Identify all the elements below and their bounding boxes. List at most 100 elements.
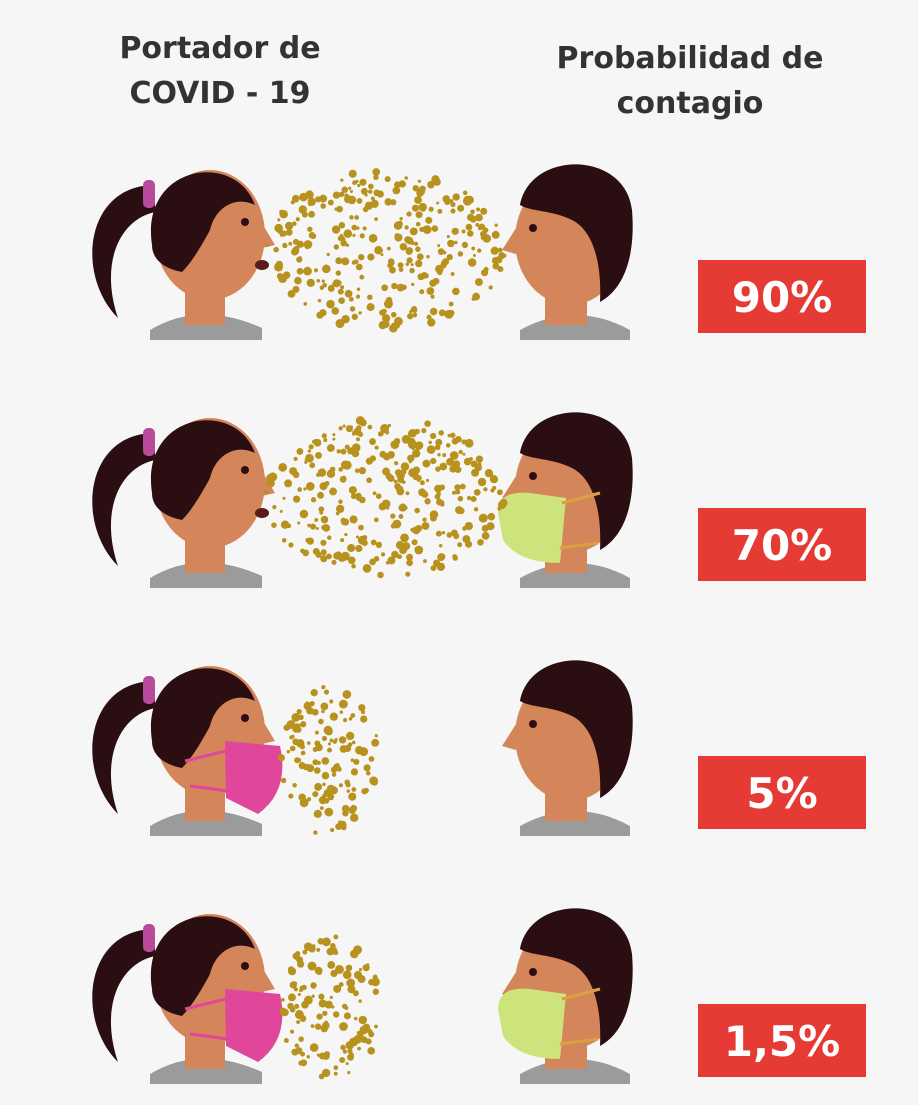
droplet	[390, 513, 396, 519]
droplet	[310, 689, 318, 697]
ponytail	[92, 433, 155, 566]
droplet	[427, 446, 432, 451]
droplet	[406, 553, 413, 561]
droplet	[492, 262, 500, 270]
droplet	[372, 491, 377, 496]
droplet	[431, 225, 439, 232]
droplet	[296, 267, 304, 275]
droplet	[428, 206, 434, 212]
droplet	[414, 545, 424, 555]
droplet	[437, 269, 443, 276]
droplet	[318, 1052, 326, 1060]
droplet	[499, 498, 508, 507]
droplet	[306, 278, 315, 287]
droplet	[281, 997, 285, 1002]
droplet	[327, 535, 332, 540]
droplet	[483, 266, 489, 272]
mask	[498, 988, 566, 1059]
droplet	[340, 551, 350, 561]
droplet	[450, 271, 455, 276]
droplet	[338, 297, 345, 304]
droplet	[360, 715, 368, 723]
mask	[225, 741, 283, 814]
droplet	[307, 523, 312, 528]
droplet	[331, 307, 340, 315]
droplet	[309, 1043, 319, 1052]
droplet	[298, 1036, 304, 1042]
droplet	[341, 315, 350, 324]
droplet	[375, 541, 383, 549]
droplet	[345, 964, 353, 972]
carrier-figure	[92, 666, 283, 836]
droplet	[435, 466, 441, 472]
droplet	[298, 242, 304, 248]
droplet	[358, 253, 365, 261]
probability-label: 1,5%	[724, 1017, 840, 1066]
droplet	[450, 432, 456, 438]
droplet	[316, 311, 324, 319]
droplet	[274, 262, 283, 272]
droplet	[358, 466, 367, 475]
eye	[241, 714, 249, 722]
droplet	[428, 440, 432, 445]
droplet	[373, 517, 379, 523]
droplet	[316, 1013, 323, 1020]
droplet	[359, 496, 366, 504]
droplet	[327, 444, 333, 450]
droplet	[313, 438, 322, 447]
droplet	[285, 480, 289, 484]
droplet	[294, 1004, 299, 1008]
droplet	[338, 221, 346, 229]
droplet	[379, 248, 384, 253]
droplet	[342, 691, 348, 697]
droplet	[478, 223, 486, 230]
droplet	[330, 827, 335, 833]
droplet	[401, 434, 411, 444]
hair-tie	[143, 924, 155, 952]
droplet	[342, 718, 348, 723]
droplet	[308, 231, 316, 239]
row: 1,5%	[92, 908, 866, 1084]
droplet	[295, 1009, 303, 1018]
droplet	[400, 533, 409, 543]
droplet	[295, 217, 300, 222]
droplet	[353, 1016, 358, 1021]
droplet	[356, 287, 361, 291]
droplet	[327, 199, 334, 206]
droplet	[318, 506, 325, 513]
droplet	[380, 253, 384, 257]
droplet	[393, 479, 398, 484]
nose	[260, 716, 275, 744]
droplet	[437, 244, 441, 248]
droplet	[372, 168, 381, 176]
shirt	[150, 810, 262, 836]
droplet	[404, 225, 409, 230]
eye	[529, 720, 537, 728]
droplet	[341, 186, 348, 193]
droplet	[333, 244, 340, 250]
droplet	[318, 999, 327, 1008]
droplet	[480, 207, 488, 215]
droplet	[463, 196, 472, 206]
droplet	[415, 524, 423, 532]
droplet	[394, 233, 403, 242]
droplet	[371, 738, 380, 747]
droplet	[287, 967, 297, 976]
droplet	[340, 538, 345, 543]
droplet	[347, 556, 356, 565]
droplet	[303, 487, 307, 491]
droplet	[315, 452, 322, 459]
droplet	[288, 241, 293, 246]
droplet	[355, 425, 362, 431]
droplet	[336, 449, 341, 454]
droplet	[282, 496, 286, 500]
droplet	[349, 515, 358, 524]
droplet	[438, 309, 446, 317]
probability-box	[698, 756, 866, 829]
droplet	[494, 223, 498, 227]
droplet	[355, 179, 359, 183]
droplet	[310, 982, 317, 989]
droplet	[358, 999, 362, 1003]
droplet	[450, 529, 458, 537]
droplet	[462, 452, 466, 456]
